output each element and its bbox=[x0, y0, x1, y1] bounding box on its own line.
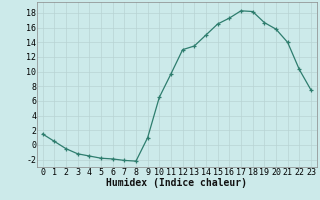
X-axis label: Humidex (Indice chaleur): Humidex (Indice chaleur) bbox=[106, 178, 247, 188]
